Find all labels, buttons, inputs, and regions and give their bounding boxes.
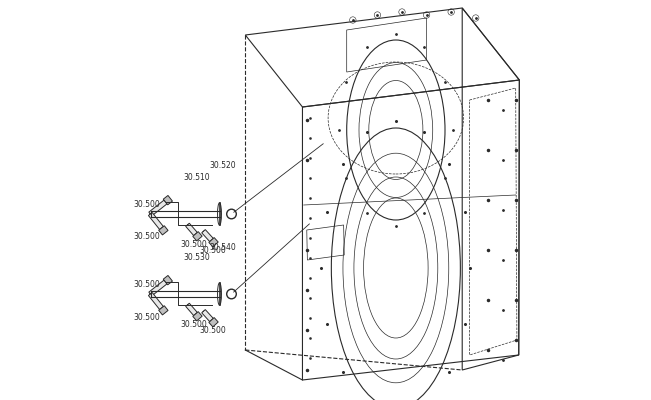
Polygon shape (149, 200, 167, 216)
Text: 30.500: 30.500 (133, 232, 160, 241)
Polygon shape (159, 226, 168, 235)
Polygon shape (163, 196, 173, 205)
Text: 30.500: 30.500 (133, 200, 160, 209)
Polygon shape (159, 306, 168, 315)
Polygon shape (186, 303, 197, 316)
Polygon shape (209, 318, 218, 327)
Text: 30.500: 30.500 (133, 280, 160, 289)
Text: 30.520: 30.520 (209, 161, 236, 170)
Polygon shape (187, 224, 188, 226)
Polygon shape (202, 310, 214, 322)
Text: 30.500: 30.500 (181, 240, 208, 249)
Polygon shape (209, 238, 218, 247)
Polygon shape (150, 293, 151, 295)
Polygon shape (150, 213, 151, 215)
Text: 30.500: 30.500 (181, 320, 208, 329)
Text: 30.530: 30.530 (184, 253, 210, 262)
Polygon shape (187, 304, 188, 306)
Polygon shape (163, 276, 173, 285)
Text: 30.500: 30.500 (199, 326, 227, 335)
Text: 30.500: 30.500 (133, 313, 160, 322)
Polygon shape (202, 230, 204, 232)
Polygon shape (148, 212, 163, 230)
Text: 30.510: 30.510 (184, 173, 210, 182)
Polygon shape (193, 312, 202, 321)
Polygon shape (202, 310, 204, 312)
Polygon shape (149, 280, 167, 296)
Polygon shape (149, 213, 151, 215)
Polygon shape (186, 223, 197, 236)
Polygon shape (149, 293, 151, 295)
Polygon shape (148, 292, 163, 310)
Polygon shape (193, 232, 202, 241)
Text: 30.500: 30.500 (199, 246, 227, 255)
Polygon shape (202, 230, 214, 242)
Text: 30.540: 30.540 (209, 243, 236, 252)
